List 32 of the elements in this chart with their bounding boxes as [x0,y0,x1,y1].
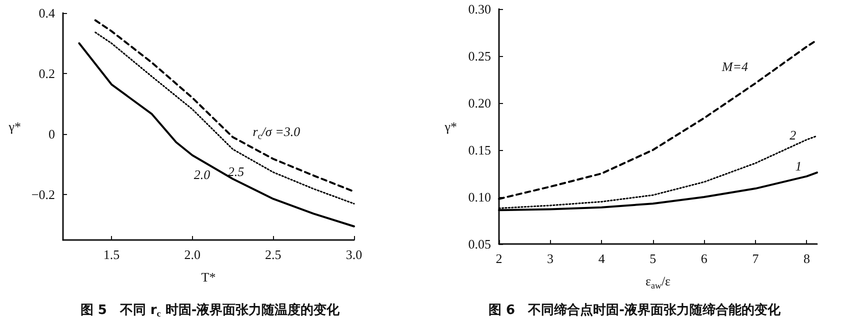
annotation: 2.5 [228,164,245,180]
x-tick-label: 2 [496,251,502,266]
y-tick-label: 0.20 [468,96,491,110]
x-tick-label: 1.5 [103,247,120,262]
y-tick-label: 0.15 [468,142,491,158]
x-tick-label: 2.5 [265,247,282,262]
y-tick-label: −0.2 [31,187,55,202]
y-tick-label: 0.30 [468,2,491,16]
x-tick-label: 4 [598,251,606,266]
x-tick-label: 3.0 [346,247,362,262]
y-axis-title: γ* [8,119,21,134]
y-tick-label: 0.25 [468,48,491,64]
annotation: 2.0 [194,167,211,182]
y-tick-label: 0.05 [468,236,491,252]
y-tick-label: 0.4 [38,6,56,20]
line-series [498,39,818,200]
x-tick-label: 7 [752,251,760,266]
y-axis-title: γ* [444,119,457,134]
x-tick-label: 6 [700,251,708,266]
x-tick-label: 2.0 [184,247,200,262]
text: 图 6 不同缔合点时固-液界面张力随缔合能的变化 [488,302,782,318]
annotation: M=4 [720,58,748,74]
y-tick-label: 0.10 [468,190,491,204]
x-axis-title: T* [201,270,216,284]
y-tick-label: 0 [48,126,55,142]
annotation: 2 [790,127,797,142]
x-tick-label: 8 [803,251,810,266]
x-tick-label: 3 [547,251,554,266]
x-tick-label: 5 [650,251,656,266]
y-tick-label: 0.2 [38,66,55,82]
line-series [78,42,355,228]
annotation: 1 [795,158,802,174]
